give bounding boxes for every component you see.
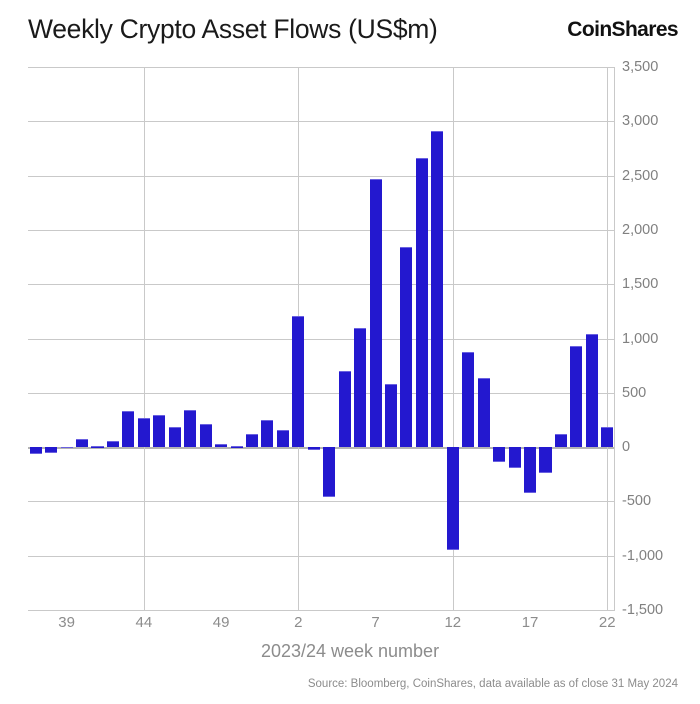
gridline-y--500 — [28, 501, 615, 503]
bar-week-13 — [462, 352, 475, 448]
bar-week-16 — [508, 447, 521, 468]
bar-week-21 — [585, 334, 598, 448]
bar-week-42 — [106, 440, 119, 448]
bar-week-46 — [168, 427, 181, 448]
bar-week-12 — [446, 447, 459, 550]
y-tick-label-500: 500 — [622, 384, 647, 401]
gridline-x-12 — [453, 67, 454, 610]
bar-week-4 — [323, 447, 336, 498]
x-axis-title: 2023/24 week number — [260, 641, 440, 661]
bar-week-37 — [29, 447, 42, 454]
bar-week-52 — [261, 420, 274, 448]
gridline-y-3500 — [28, 67, 615, 68]
y-tick-label-3500: 3,500 — [622, 59, 659, 75]
coinshares-logo: CoinShares — [567, 18, 678, 41]
bar-week-51 — [245, 434, 258, 448]
bar-week-20 — [570, 345, 583, 448]
bar-week-7 — [369, 179, 382, 448]
gridline-y-2000 — [28, 229, 615, 231]
gridline-y-1500 — [28, 284, 615, 286]
bar-week-44 — [137, 418, 150, 448]
x-tick-label-17: 17 — [521, 614, 539, 631]
bar-week-14 — [477, 378, 490, 448]
x-tick-label-12: 12 — [444, 614, 462, 631]
y-tick-label-2000: 2,000 — [622, 221, 659, 238]
x-tick-label-44: 44 — [135, 614, 153, 631]
bar-week-18 — [539, 447, 552, 474]
bar-week-3 — [307, 447, 320, 451]
x-tick-label-2: 2 — [294, 614, 303, 631]
x-tick-label-39: 39 — [58, 614, 75, 631]
gridline-y-1000 — [28, 338, 615, 340]
bar-week-49 — [215, 444, 228, 448]
bar-week-1 — [276, 429, 289, 448]
gridline-y--1500 — [28, 610, 615, 611]
y-tick-label-3000: 3,000 — [622, 113, 659, 130]
y-tick-label-0: 0 — [622, 439, 631, 456]
bar-week-39 — [60, 446, 73, 449]
y-tick-label--1000: -1,000 — [622, 547, 664, 564]
gridline-y-500 — [28, 392, 615, 394]
bar-week-19 — [554, 433, 567, 448]
source-note: Source: Bloomberg, CoinShares, data avai… — [307, 678, 678, 690]
bar-week-48 — [199, 423, 212, 448]
x-tick-label-49: 49 — [212, 614, 230, 631]
bar-week-5 — [338, 371, 351, 448]
bar-week-6 — [354, 328, 367, 448]
page-title: Weekly Crypto Asset Flows (US$m) — [28, 14, 438, 44]
bar-week-50 — [230, 446, 243, 448]
chart-header: Weekly Crypto Asset Flows (US$m) CoinSha… — [0, 0, 700, 58]
y-tick-label-1000: 1,000 — [622, 330, 659, 347]
gridline-y-3000 — [28, 121, 615, 123]
bar-week-47 — [184, 409, 197, 448]
bar-week-22 — [601, 427, 614, 448]
y-tick-label-1500: 1,500 — [622, 276, 659, 293]
bar-week-10 — [415, 158, 428, 448]
bar-week-45 — [153, 414, 166, 448]
gridline-x-22 — [607, 67, 608, 610]
bar-week-41 — [91, 446, 104, 448]
bar-week-15 — [493, 447, 506, 462]
gridline-y-0 — [28, 447, 615, 450]
bar-week-40 — [76, 439, 89, 448]
bar-week-8 — [384, 384, 398, 448]
y-tick-label-2500: 2,500 — [622, 167, 659, 184]
gridline-x-44 — [144, 67, 145, 610]
x-tick-label-22: 22 — [598, 614, 616, 631]
bar-week-9 — [400, 246, 413, 448]
x-tick-label-7: 7 — [371, 614, 380, 631]
plot-area — [28, 67, 615, 611]
gridline-y-2500 — [28, 175, 615, 177]
bar-week-17 — [524, 447, 537, 494]
gridline-y--1000 — [28, 555, 615, 557]
y-tick-label--500: -500 — [622, 493, 652, 510]
bar-week-38 — [45, 447, 58, 454]
bar-week-43 — [122, 411, 135, 448]
bar-week-2 — [292, 316, 305, 448]
plot-right-border — [614, 67, 615, 610]
bar-week-11 — [431, 130, 444, 448]
y-tick-label--1500: -1,500 — [622, 602, 664, 618]
